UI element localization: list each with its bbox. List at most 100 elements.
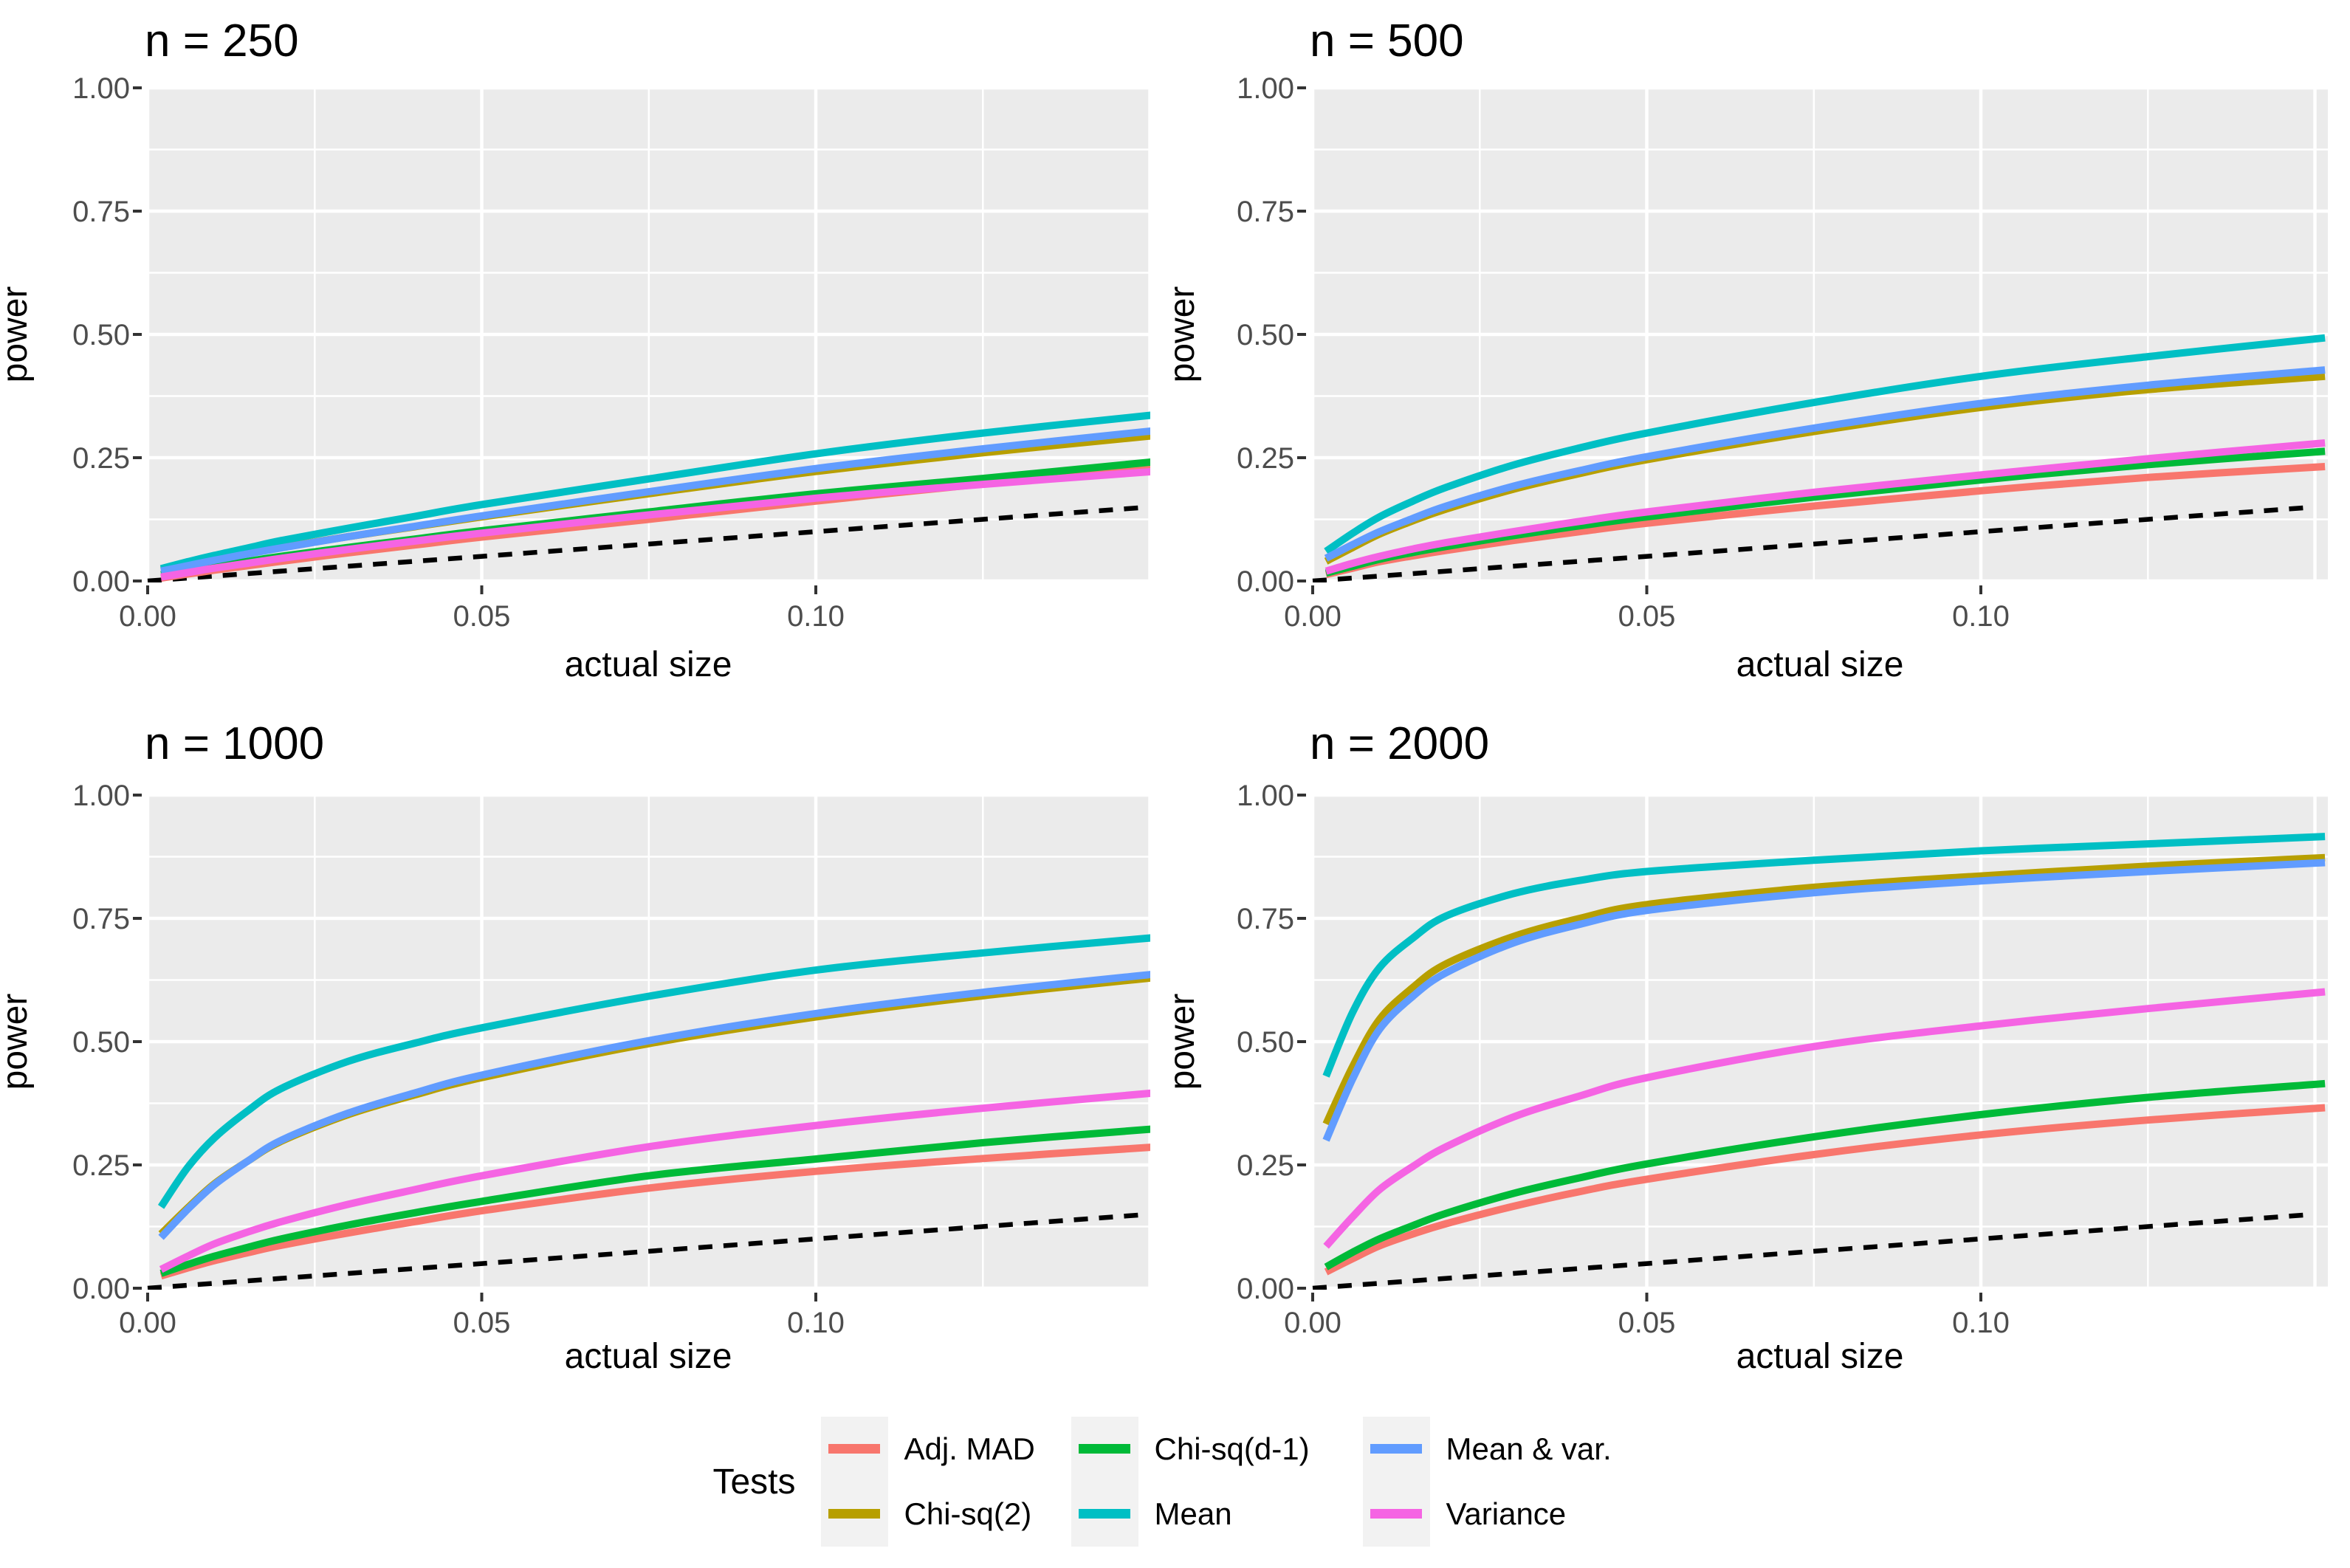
curve-mean	[1324, 334, 2326, 555]
x-tick-label: 0.05	[453, 1307, 511, 1339]
legend-label: Adj. MAD	[904, 1431, 1035, 1466]
legend-entry: Mean & var.	[1362, 1417, 1627, 1482]
x-axis-title: actual size	[1736, 645, 1904, 684]
legend-swatch-line	[1370, 1509, 1422, 1519]
plot-data-layer	[1312, 833, 2326, 1290]
y-tick-label: 0.50	[1237, 319, 1294, 351]
y-tick-label: 0.00	[72, 565, 130, 598]
x-tick-label: 0.10	[1952, 1307, 2010, 1339]
y-tick-label: 0.75	[72, 903, 130, 935]
legend-key	[1071, 1482, 1138, 1547]
curve-chi-sq-2	[1322, 853, 2326, 1126]
legend-entry: Chi-sq(2)	[820, 1482, 1061, 1547]
reference-line-dashed	[147, 505, 1141, 582]
y-tick-label: 0.75	[72, 196, 130, 228]
legend-label: Chi-sq(d-1)	[1154, 1431, 1310, 1466]
chart-panel-1-canvas: 0.00 0.25 0.50 0.75 1.00 0.00 0.05 0.10 n = 250 a…	[0, 16, 1152, 684]
y-tick-label: 1.00	[1237, 72, 1294, 105]
y-tick-label: 0.75	[1237, 196, 1294, 228]
chart-panel-2: 0.00 0.25 0.50 0.75 1.00 0.00 0.05 0.10 n = 500 a…	[1175, 0, 2350, 709]
y-axis-title: power	[1175, 286, 1202, 383]
legend-label: Mean & var.	[1446, 1431, 1612, 1466]
legend-key	[820, 1417, 888, 1482]
legend: Tests Adj. MAD Chi-sq(2) Chi-sq(d-1)	[0, 1395, 2350, 1568]
y-tick-label: 1.00	[72, 72, 130, 105]
legend-entry: Adj. MAD	[820, 1417, 1061, 1482]
curve-mean	[159, 411, 1150, 573]
y-tick-label: 0.00	[72, 1273, 130, 1305]
legend-swatch-line	[1078, 1444, 1130, 1454]
curve-mean-var	[1322, 859, 2326, 1142]
panel-title: n = 500	[1310, 16, 1464, 66]
y-tick-label: 0.50	[72, 1026, 130, 1059]
x-tick-label: 0.00	[1284, 600, 1341, 633]
reference-line-dashed	[1312, 1212, 2306, 1290]
curve-chi-sq-d-1	[159, 1125, 1150, 1277]
x-tick-label: 0.10	[787, 600, 845, 633]
legend-column: Mean & var. Variance	[1362, 1417, 1627, 1547]
curve-variance	[1323, 988, 2326, 1249]
reference-line-dashed	[147, 1212, 1141, 1290]
y-axis-title: power	[0, 286, 35, 383]
chart-panel-4: 0.00 0.25 0.50 0.75 1.00 0.00 0.05 0.10 n = 2000…	[1175, 709, 2350, 1395]
plot-data-layer	[1312, 334, 2326, 582]
x-tick-label: 0.05	[453, 600, 511, 633]
y-tick-label: 0.00	[1237, 1273, 1294, 1305]
legend-key	[1362, 1417, 1430, 1482]
chart-panel-2-canvas: 0.00 0.25 0.50 0.75 1.00 0.00 0.05 0.10 n = 500 a…	[1175, 16, 2328, 684]
legend-column: Adj. MAD Chi-sq(2)	[820, 1417, 1061, 1547]
x-tick-label: 0.00	[1284, 1307, 1341, 1339]
x-tick-label: 0.10	[1952, 600, 2010, 633]
curve-mean-var	[1324, 366, 2326, 562]
legend-label: Variance	[1446, 1496, 1567, 1531]
legend-entry: Mean	[1071, 1482, 1353, 1547]
y-tick-label: 0.25	[1237, 1149, 1294, 1182]
legend-column: Chi-sq(d-1) Mean	[1071, 1417, 1353, 1547]
legend-title: Tests	[712, 1462, 796, 1502]
curve-mean-var	[158, 971, 1150, 1240]
curve-variance	[1325, 439, 2326, 575]
panel-title: n = 250	[145, 16, 299, 66]
curve-mean	[157, 934, 1150, 1209]
curve-adj-mad	[159, 1144, 1150, 1280]
x-tick-label: 0.00	[119, 1307, 176, 1339]
x-tick-label: 0.00	[119, 600, 176, 633]
y-tick-label: 0.00	[1237, 565, 1294, 598]
curve-variance	[159, 1089, 1150, 1273]
curve-variance	[160, 467, 1150, 581]
legend-swatch-line	[1078, 1509, 1130, 1519]
x-tick-label: 0.05	[1618, 1307, 1676, 1339]
legend-swatch-line	[1370, 1444, 1422, 1454]
panel-title: n = 2000	[1310, 718, 1489, 769]
y-tick-label: 0.25	[72, 442, 130, 475]
reference-line-dashed	[1312, 505, 2306, 582]
y-tick-label: 0.50	[72, 319, 130, 351]
curve-mean	[1322, 833, 2326, 1078]
legend-swatch-line	[828, 1444, 880, 1454]
y-tick-label: 0.50	[1237, 1026, 1294, 1059]
x-axis-title: actual size	[565, 645, 732, 684]
y-tick-label: 1.00	[72, 780, 130, 812]
curve-adj-mad	[1324, 1104, 2326, 1276]
chart-panel-3-canvas: 0.00 0.25 0.50 0.75 1.00 0.00 0.05 0.10 n = 1000…	[0, 718, 1152, 1376]
chart-panel-1: 0.00 0.25 0.50 0.75 1.00 0.00 0.05 0.10 n = 250 a…	[0, 0, 1175, 709]
plot-data-layer	[147, 411, 1150, 582]
chart-panel-4-canvas: 0.00 0.25 0.50 0.75 1.00 0.00 0.05 0.10 n = 2000…	[1175, 718, 2328, 1376]
chart-panel-3: 0.00 0.25 0.50 0.75 1.00 0.00 0.05 0.10 n = 1000…	[0, 709, 1175, 1395]
curve-mean-var	[160, 427, 1150, 575]
x-tick-label: 0.05	[1618, 600, 1676, 633]
y-tick-label: 1.00	[1237, 780, 1294, 812]
y-tick-label: 0.25	[72, 1149, 130, 1182]
legend-entry: Chi-sq(d-1)	[1071, 1417, 1353, 1482]
y-tick-label: 0.75	[1237, 903, 1294, 935]
legend-label: Mean	[1154, 1496, 1232, 1531]
y-axis-title: power	[0, 994, 35, 1090]
x-axis-title: actual size	[1736, 1337, 1904, 1376]
x-tick-label: 0.10	[787, 1307, 845, 1339]
panel-title: n = 1000	[145, 718, 324, 769]
x-axis-title: actual size	[565, 1337, 732, 1376]
legend-label: Chi-sq(2)	[904, 1496, 1032, 1531]
y-tick-label: 0.25	[1237, 442, 1294, 475]
curve-chi-sq-d-1	[1324, 1079, 2326, 1270]
